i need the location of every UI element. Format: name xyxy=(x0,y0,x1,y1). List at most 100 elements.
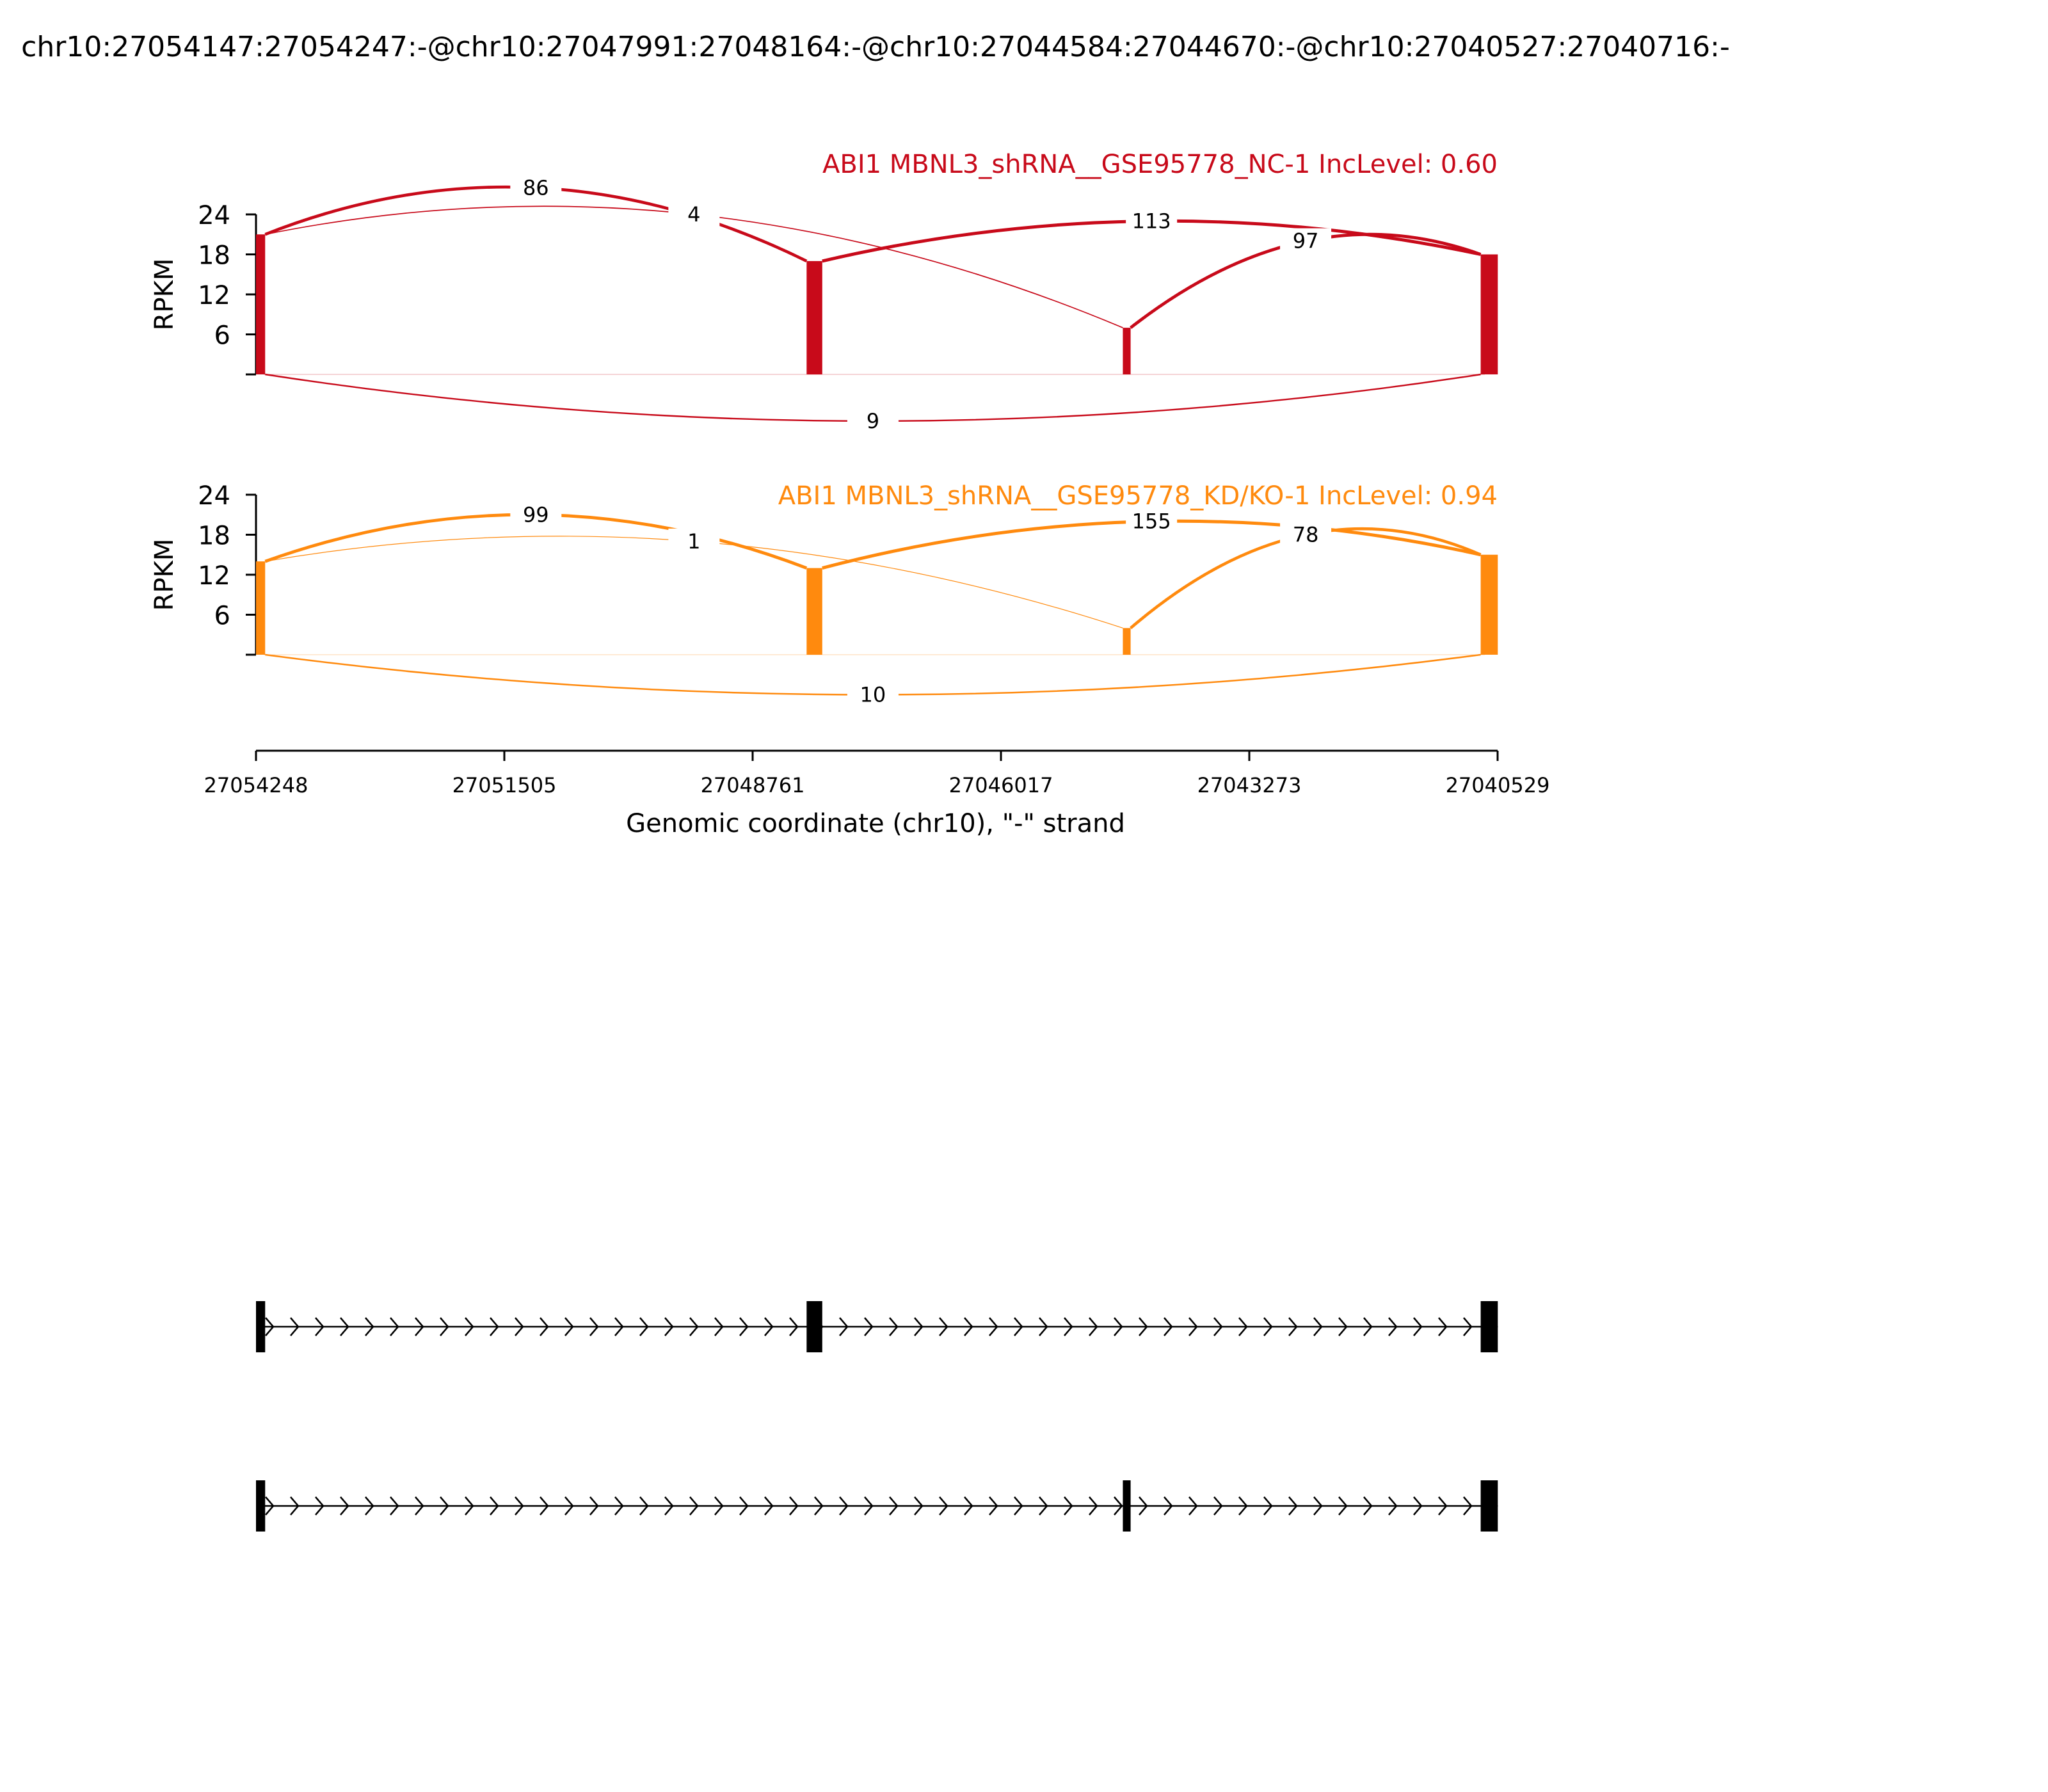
strand-chevron xyxy=(739,1496,749,1516)
strand-chevron xyxy=(764,1496,774,1516)
strand-chevron xyxy=(1313,1317,1323,1336)
track-nc: 6 12 18 24 RPKM ABI1 MBNL3_shRNA__GSE95778_NC… xyxy=(150,150,1498,434)
strand-chevron xyxy=(739,1317,749,1336)
isoform-track-1 xyxy=(256,1301,1498,1352)
strand-chevron xyxy=(1313,1496,1323,1516)
junction-count-bg xyxy=(668,528,720,554)
strand-chevron xyxy=(614,1317,624,1336)
junction-count: 4 xyxy=(687,202,700,227)
strand-chevron xyxy=(689,1317,699,1336)
coverage-bar xyxy=(256,561,266,655)
strand-chevron xyxy=(1413,1317,1423,1336)
strand-chevron xyxy=(515,1317,524,1336)
exon-block xyxy=(1123,1480,1131,1532)
strand-chevron xyxy=(639,1496,649,1516)
strand-chevron xyxy=(1039,1496,1048,1516)
y-tick-label: 18 xyxy=(198,522,230,551)
junction-count: 1 xyxy=(687,529,700,554)
y-tick-label: 12 xyxy=(198,281,230,310)
figure-title: chr10:27054147:27054247:-@chr10:27047991… xyxy=(21,31,1730,63)
strand-chevron xyxy=(1463,1496,1473,1516)
strand-chevron xyxy=(564,1317,574,1336)
strand-chevron xyxy=(440,1496,449,1516)
junction-count-bg xyxy=(510,175,562,201)
coverage-bar xyxy=(806,260,822,374)
x-tick-label: 27043273 xyxy=(1197,773,1302,797)
strand-chevron xyxy=(540,1496,549,1516)
x-tick-label: 27046017 xyxy=(949,773,1053,797)
strand-chevron xyxy=(814,1496,824,1516)
strand-chevron xyxy=(989,1317,998,1336)
y-axis-label: RPKM xyxy=(150,539,179,611)
strand-chevron xyxy=(415,1496,424,1516)
strand-chevron xyxy=(914,1496,924,1516)
strand-chevron xyxy=(1039,1317,1048,1336)
strand-chevron xyxy=(664,1496,674,1516)
strand-chevron xyxy=(564,1496,574,1516)
strand-chevron xyxy=(1139,1317,1148,1336)
strand-chevron xyxy=(1213,1317,1223,1336)
strand-chevron xyxy=(689,1496,699,1516)
junction-count-bg xyxy=(1126,508,1178,534)
strand-chevron xyxy=(265,1317,275,1336)
strand-chevron xyxy=(490,1496,499,1516)
strand-chevron xyxy=(365,1317,374,1336)
strand-chevron xyxy=(1463,1317,1473,1336)
strand-chevron xyxy=(440,1317,449,1336)
strand-chevron xyxy=(540,1317,549,1336)
x-tick-label: 27048761 xyxy=(701,773,805,797)
x-tick-label: 27051505 xyxy=(452,773,557,797)
x-tick-label: 27054248 xyxy=(204,773,308,797)
strand-chevron xyxy=(265,1496,275,1516)
strand-chevron xyxy=(864,1317,874,1336)
junction-count: 113 xyxy=(1132,209,1171,233)
junction-count-bg xyxy=(510,502,562,528)
junction-count-bg xyxy=(847,682,899,708)
x-axis: Genomic coordinate (chr10), "-" strand 2… xyxy=(204,749,1549,838)
strand-chevron xyxy=(1114,1496,1123,1516)
strand-chevron xyxy=(1238,1317,1248,1336)
strand-chevron xyxy=(1139,1496,1148,1516)
junction-count: 9 xyxy=(867,409,879,433)
strand-chevron xyxy=(340,1317,349,1336)
strand-chevron xyxy=(465,1317,474,1336)
y-tick-label: 6 xyxy=(214,321,230,351)
strand-chevron xyxy=(1438,1317,1448,1336)
strand-chevron xyxy=(889,1317,899,1336)
y-tick-label: 24 xyxy=(198,481,230,511)
coverage-bar xyxy=(256,234,266,374)
junction-count-bg xyxy=(1126,208,1178,234)
strand-chevron xyxy=(315,1317,324,1336)
strand-chevron xyxy=(1164,1496,1173,1516)
coverage-bar xyxy=(806,568,822,655)
strand-chevron xyxy=(989,1496,998,1516)
y-tick-label: 24 xyxy=(198,201,230,230)
strand-chevron xyxy=(764,1317,774,1336)
junction-count: 78 xyxy=(1293,523,1319,547)
strand-chevron xyxy=(1014,1317,1023,1336)
strand-chevron xyxy=(1164,1317,1173,1336)
strand-chevron xyxy=(1064,1317,1073,1336)
strand-chevron xyxy=(340,1496,349,1516)
exon-block xyxy=(806,1301,822,1352)
junction-count: 10 xyxy=(860,683,886,707)
strand-chevron xyxy=(515,1496,524,1516)
junction-count: 155 xyxy=(1132,509,1171,534)
coverage-bar xyxy=(1480,554,1498,655)
strand-chevron xyxy=(290,1496,300,1516)
strand-chevron xyxy=(1064,1496,1073,1516)
strand-chevron xyxy=(1213,1496,1223,1516)
strand-chevron xyxy=(1014,1496,1023,1516)
y-tick-label: 6 xyxy=(214,602,230,631)
strand-chevron xyxy=(1363,1496,1373,1516)
strand-chevron xyxy=(839,1496,849,1516)
strand-chevron xyxy=(1263,1496,1273,1516)
coverage-bar xyxy=(1123,328,1131,374)
strand-chevron xyxy=(714,1496,724,1516)
strand-chevron xyxy=(1114,1317,1123,1336)
strand-chevron xyxy=(1338,1317,1348,1336)
strand-chevron xyxy=(889,1496,899,1516)
strand-chevron xyxy=(664,1317,674,1336)
strand-chevron xyxy=(315,1496,324,1516)
